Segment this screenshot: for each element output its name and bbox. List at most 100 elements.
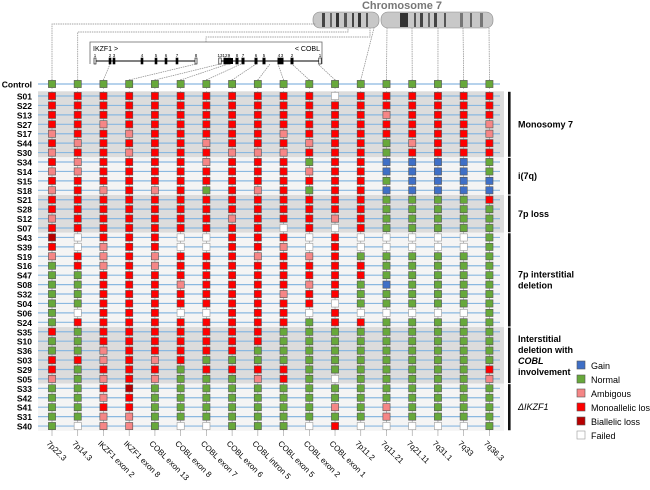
cell-normal — [486, 413, 493, 420]
cell-normal — [460, 80, 467, 87]
cell-normal — [434, 338, 441, 345]
cell-normal — [409, 319, 416, 326]
cell-monoallelic-loss — [48, 196, 55, 203]
cell-monoallelic-loss — [74, 319, 81, 326]
group-label: deletion — [518, 280, 553, 290]
cell-monoallelic-loss — [177, 92, 184, 99]
cell-monoallelic-loss — [126, 177, 133, 184]
cell-monoallelic-loss — [254, 196, 261, 203]
cell-ambiguous — [74, 140, 81, 147]
cell-ambiguous — [486, 121, 493, 128]
cell-normal — [383, 385, 390, 392]
chromosome-band — [444, 13, 446, 27]
cell-gain — [486, 187, 493, 194]
cell-normal — [409, 338, 416, 345]
cell-normal — [486, 262, 493, 269]
cell-monoallelic-loss — [100, 196, 107, 203]
cell-monoallelic-loss — [126, 215, 133, 222]
cell-normal — [254, 385, 261, 392]
legend-swatch-normal — [577, 375, 585, 383]
ikzf1-exon-number: 7 — [176, 53, 179, 58]
cell-normal — [434, 80, 441, 87]
group-bracket — [508, 196, 511, 233]
cell-monoallelic-loss — [100, 234, 107, 241]
cell-monoallelic-loss — [100, 168, 107, 175]
cell-failed — [409, 243, 416, 250]
cell-failed — [280, 224, 287, 231]
cobl-exon — [263, 58, 265, 64]
cell-monoallelic-loss — [357, 262, 364, 269]
cell-normal — [357, 80, 364, 87]
cell-normal — [203, 394, 210, 401]
ikzf1-exon — [176, 58, 178, 64]
cell-ambiguous — [100, 422, 107, 429]
cell-ambiguous — [48, 375, 55, 382]
cell-monoallelic-loss — [254, 168, 261, 175]
cell-normal — [409, 80, 416, 87]
cell-normal — [409, 196, 416, 203]
cell-failed — [434, 243, 441, 250]
connector-line — [318, 64, 335, 80]
cell-monoallelic-loss — [280, 140, 287, 147]
cell-failed — [203, 234, 210, 241]
cell-normal — [280, 356, 287, 363]
cell-monoallelic-loss — [357, 130, 364, 137]
cell-normal — [203, 375, 210, 382]
cell-normal — [383, 347, 390, 354]
cell-normal — [434, 404, 441, 411]
group-label: deletion with — [518, 345, 573, 355]
cell-monoallelic-loss — [203, 366, 210, 373]
row-label: Control — [2, 80, 32, 90]
cell-ambiguous — [306, 281, 313, 288]
cell-monoallelic-loss — [74, 121, 81, 128]
cell-normal — [486, 243, 493, 250]
cell-monoallelic-loss — [126, 253, 133, 260]
cell-normal — [357, 338, 364, 345]
cell-monoallelic-loss — [100, 215, 107, 222]
cell-normal — [383, 140, 390, 147]
cell-monoallelic-loss — [460, 102, 467, 109]
chromosome-band — [400, 13, 408, 27]
group-label: i(7q) — [518, 171, 537, 181]
cell-monoallelic-loss — [74, 224, 81, 231]
cell-normal — [203, 385, 210, 392]
cell-ambiguous — [177, 281, 184, 288]
cell-ambiguous — [100, 347, 107, 354]
cell-monoallelic-loss — [280, 319, 287, 326]
cell-monoallelic-loss — [357, 215, 364, 222]
cell-normal — [434, 385, 441, 392]
cell-normal — [254, 356, 261, 363]
cell-monoallelic-loss — [229, 224, 236, 231]
cell-monoallelic-loss — [151, 338, 158, 345]
cell-monoallelic-loss — [460, 130, 467, 137]
cell-normal — [48, 281, 55, 288]
cell-failed — [434, 309, 441, 316]
cell-monoallelic-loss — [126, 319, 133, 326]
cell-normal — [229, 394, 236, 401]
cell-ambiguous — [486, 130, 493, 137]
cell-normal — [409, 385, 416, 392]
cell-normal — [434, 347, 441, 354]
cell-monoallelic-loss — [126, 290, 133, 297]
cell-gain — [409, 158, 416, 165]
cell-monoallelic-loss — [126, 338, 133, 345]
cell-normal — [486, 206, 493, 213]
cell-monoallelic-loss — [177, 300, 184, 307]
cell-failed — [409, 234, 416, 241]
cell-monoallelic-loss — [126, 281, 133, 288]
cell-monoallelic-loss — [306, 149, 313, 156]
cell-normal — [434, 375, 441, 382]
cell-monoallelic-loss — [126, 243, 133, 250]
cobl-exon — [242, 58, 244, 64]
cell-monoallelic-loss — [254, 102, 261, 109]
cell-normal — [48, 80, 55, 87]
cell-monoallelic-loss — [151, 196, 158, 203]
cell-monoallelic-loss — [151, 158, 158, 165]
cell-normal — [460, 262, 467, 269]
cell-normal — [434, 224, 441, 231]
cell-ambiguous — [74, 158, 81, 165]
cell-monoallelic-loss — [203, 338, 210, 345]
cell-normal — [280, 422, 287, 429]
cell-normal — [460, 356, 467, 363]
